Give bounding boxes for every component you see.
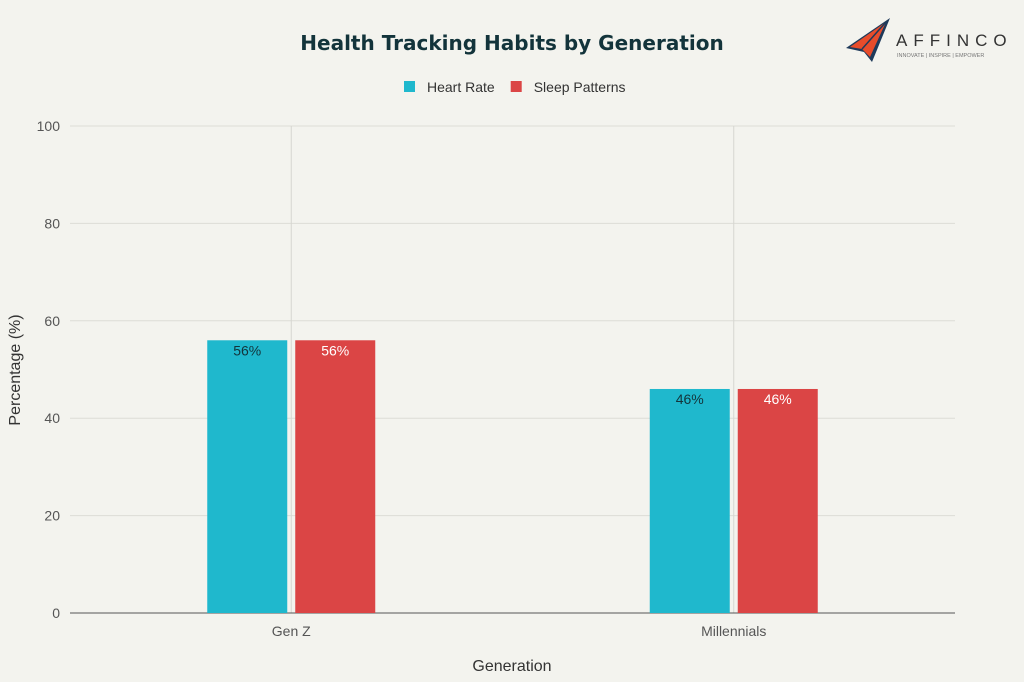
y-tick-label: 60 [44, 313, 60, 329]
y-tick-label: 0 [52, 605, 60, 621]
bars: 56% 56% 46% 46% [207, 340, 818, 613]
legend-swatch [510, 81, 522, 92]
affinco-logo: AFFINCO INNOVATE | INSPIRE | EMPOWER [846, 18, 1013, 62]
legend-label: Heart Rate [427, 79, 495, 95]
legend-swatch [404, 81, 415, 92]
y-axis-label: Percentage (%) [7, 314, 24, 425]
x-tick-label: Millennials [701, 623, 766, 639]
legend-label: Sleep Patterns [534, 79, 626, 95]
data-label: 46% [676, 391, 704, 407]
data-label: 46% [764, 391, 792, 407]
x-tick-label: Gen Z [272, 623, 311, 639]
grid: 0 20 40 60 80 100 Gen Z Millennials [37, 118, 955, 639]
data-label: 56% [233, 342, 261, 358]
svg-text:INNOVATE | INSPIRE | EMPOWER: INNOVATE | INSPIRE | EMPOWER [897, 53, 984, 59]
svg-text:AFFINCO: AFFINCO [896, 31, 1013, 50]
y-tick-label: 80 [44, 215, 60, 231]
data-label: 56% [321, 342, 349, 358]
y-tick-label: 40 [44, 410, 60, 426]
chart-title: Health Tracking Habits by Generation [300, 31, 723, 55]
legend: Heart Rate Sleep Patterns [404, 79, 626, 95]
y-tick-label: 100 [37, 118, 61, 134]
x-axis-label: Generation [472, 658, 551, 675]
bar [207, 340, 288, 613]
bar [295, 340, 376, 613]
bar [649, 388, 730, 613]
y-tick-label: 20 [44, 508, 60, 524]
bar [737, 388, 818, 613]
